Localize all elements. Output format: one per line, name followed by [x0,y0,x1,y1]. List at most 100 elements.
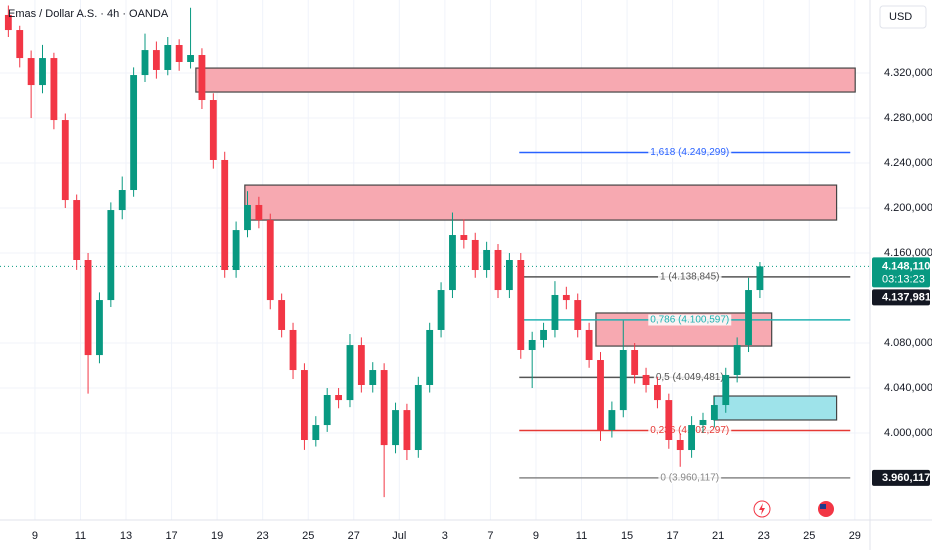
candle-body [745,290,752,346]
candle-body [540,329,547,340]
fib-label-bg [648,147,732,159]
candle-body [562,294,570,301]
candle-body [323,395,331,426]
candle-body [61,120,69,201]
symbol-title: Emas / Dollar A.S. · 4h · OANDA [8,8,169,20]
fib-label-bg [658,271,722,283]
candle-body [16,30,24,59]
candle-body [460,235,468,240]
candle-body [403,410,411,451]
fib-label: 0,5 (4.049,481) [656,372,724,383]
y-tick-label: 4.160,000 [884,247,932,259]
last-price-tag [872,257,930,288]
candle-body [4,14,12,31]
zone [595,312,773,347]
x-tick-label: 7 [487,530,493,542]
candle-body [312,425,320,441]
candle-body [619,350,627,411]
y-tick-label: 4.240,000 [884,157,932,169]
candle-body [141,50,149,76]
countdown: 03:13:23 [882,273,925,285]
candle-body [118,190,126,211]
candle-body [414,384,422,451]
x-tick-label: 29 [849,530,861,542]
price-tag-label: 3.960,117 [882,472,930,484]
candle-body [517,260,525,351]
candle-body [187,55,194,62]
candle-body [50,58,58,121]
candle-body [654,384,661,401]
zone [713,395,838,421]
candle-body [688,425,696,451]
currency-button[interactable] [879,5,927,29]
candle-body [130,75,138,191]
candle-body [278,300,286,330]
candle-body [335,395,343,401]
candle-body [369,370,377,385]
candle-body [528,339,536,351]
candle-body [96,300,103,356]
candle-body [574,300,582,330]
x-tick-label: 25 [803,530,815,542]
last-price-label: 4.148,110 [882,260,930,272]
x-tick-label: 11 [75,530,86,542]
zone [195,67,856,93]
x-tick-label: 25 [302,530,314,542]
candle-body [301,370,308,441]
candle-body [471,239,479,271]
y-tick-label: 4.000,000 [884,427,932,439]
candle-body [505,260,513,291]
x-tick-label: 21 [712,530,724,542]
candle-body [198,55,206,101]
zone [244,184,838,221]
candle-body [551,294,559,330]
candle-body [426,329,434,385]
x-tick-label: 17 [165,530,177,542]
fib-label-bg [658,472,722,484]
candle-body [665,400,673,441]
x-tick-label: Jul [392,530,406,542]
fib-label-bg [653,372,726,384]
fib-label-bg [648,314,732,326]
candle-body [244,204,251,231]
candle-body [380,370,388,446]
candle-body [449,235,456,291]
fib-label: 1,618 (4.249,299) [650,147,729,158]
x-tick-label: 11 [576,530,587,542]
x-tick-label: 27 [348,530,360,542]
y-tick-label: 4.080,000 [884,337,932,349]
candle-body [73,200,81,260]
candle-body [357,345,365,385]
candle-body [232,230,240,271]
y-tick-label: 4.320,000 [884,67,932,79]
candle-body [676,440,684,451]
candle-body [392,410,399,446]
x-tick-label: 9 [32,530,38,542]
y-tick-label: 4.280,000 [884,112,932,124]
fib-label: 0 (3.960,117) [660,473,719,484]
candle-body [608,410,616,430]
candle-body [152,50,160,70]
candle-body [733,345,741,375]
x-tick-label: 13 [120,530,132,542]
currency[interactable]: USD [889,11,912,23]
candle-body [585,329,593,361]
candle-body [27,58,35,86]
x-tick-label: 9 [533,530,539,542]
candle-body [39,58,46,86]
candle-body [483,249,491,271]
plot-area: 1,618 (4.249,299) 1 (4.138,845) 0,786 (4.1… [0,0,870,520]
candle-body [266,220,274,301]
price-tag [872,289,930,306]
candle-body [84,260,92,356]
candle-body [346,345,354,401]
y-tick-label: 4.040,000 [884,382,932,394]
fib-label: 0,786 (4.100,597) [650,314,729,325]
candle-body [221,159,229,271]
price-tag-label: 4.137,981 [882,291,931,303]
candle-body [209,100,217,160]
lightning-icon [759,503,765,515]
candle-body [722,374,730,406]
x-tick-label: 19 [211,530,223,542]
